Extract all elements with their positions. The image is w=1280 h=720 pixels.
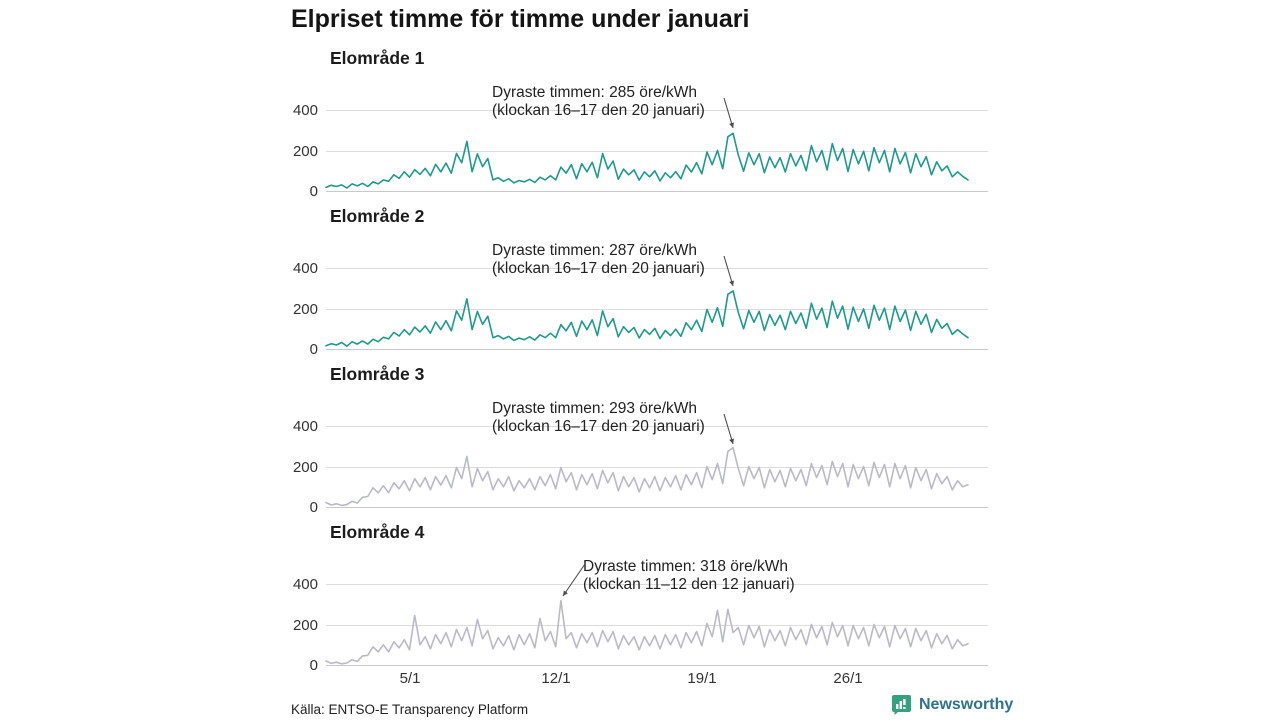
line-chart-elomrade-1 bbox=[325, 132, 969, 189]
annotation-line1: Dyraste timmen: 287 öre/kWh bbox=[492, 242, 698, 259]
x-tick-label: 12/1 bbox=[541, 670, 571, 687]
gridline-400 bbox=[326, 110, 988, 111]
annotation-arrow-icon bbox=[723, 413, 734, 445]
x-tick-label: 5/1 bbox=[399, 670, 421, 687]
gridline-0 bbox=[326, 349, 988, 350]
panel-title: Elområde 3 bbox=[330, 364, 425, 384]
y-tick-label: 400 bbox=[292, 102, 318, 119]
y-tick-label: 0 bbox=[309, 183, 318, 200]
gridline-200 bbox=[326, 625, 988, 626]
line-chart-elomrade-4 bbox=[325, 599, 969, 665]
panel-title: Elområde 4 bbox=[330, 522, 425, 542]
y-tick-label: 0 bbox=[309, 341, 318, 358]
gridline-400 bbox=[326, 426, 988, 427]
gridline-0 bbox=[326, 507, 988, 508]
peak-annotation: Dyraste timmen: 287 öre/kWh (klockan 16–… bbox=[492, 242, 705, 278]
peak-annotation: Dyraste timmen: 293 öre/kWh (klockan 16–… bbox=[492, 400, 705, 436]
annotation-line2: (klockan 16–17 den 20 januari) bbox=[492, 102, 705, 119]
annotation-line1: Dyraste timmen: 285 öre/kWh bbox=[492, 84, 698, 101]
panel-elomrade-4: Elområde 4 400 200 0 Dyraste timmen: 318… bbox=[0, 522, 1010, 684]
annotation-line1: Dyraste timmen: 293 öre/kWh bbox=[492, 400, 698, 417]
y-tick-label: 200 bbox=[292, 459, 318, 476]
annotation-line2: (klockan 16–17 den 20 januari) bbox=[492, 260, 705, 277]
y-tick-label: 400 bbox=[292, 418, 318, 435]
line-chart-elomrade-3 bbox=[325, 446, 969, 507]
newsworthy-branding: Newsworthy bbox=[891, 694, 1013, 715]
page-title: Elpriset timme för timme under januari bbox=[291, 5, 750, 33]
newsworthy-logo-icon bbox=[892, 695, 911, 715]
gridline-200 bbox=[326, 151, 988, 152]
annotation-arrow-icon bbox=[723, 255, 734, 287]
peak-annotation: Dyraste timmen: 285 öre/kWh (klockan 16–… bbox=[492, 84, 705, 120]
panel-elomrade-3: Elområde 3 400 200 0 Dyraste timmen: 293… bbox=[0, 364, 1010, 526]
annotation-line1: Dyraste timmen: 318 öre/kWh bbox=[583, 558, 789, 575]
panel-title: Elområde 1 bbox=[330, 48, 425, 68]
x-tick-label: 19/1 bbox=[687, 670, 717, 687]
gridline-200 bbox=[326, 467, 988, 468]
newsworthy-wordmark: Newsworthy bbox=[919, 695, 1014, 713]
x-axis: 5/1 12/1 19/1 26/1 bbox=[0, 670, 1010, 690]
y-tick-label: 200 bbox=[292, 143, 318, 160]
panel-elomrade-2: Elområde 2 400 200 0 Dyraste timmen: 287… bbox=[0, 206, 1010, 368]
annotation-line2: (klockan 11–12 den 12 januari) bbox=[583, 576, 795, 593]
gridline-0 bbox=[326, 665, 988, 666]
y-tick-label: 200 bbox=[292, 301, 318, 318]
y-tick-label: 200 bbox=[292, 617, 318, 634]
y-tick-label: 400 bbox=[292, 260, 318, 277]
peak-annotation: Dyraste timmen: 318 öre/kWh (klockan 11–… bbox=[583, 558, 795, 594]
gridline-400 bbox=[326, 268, 988, 269]
y-tick-label: 0 bbox=[309, 499, 318, 516]
source-note: Källa: ENTSO-E Transparency Platform bbox=[291, 702, 529, 717]
y-tick-label: 400 bbox=[292, 576, 318, 593]
gridline-200 bbox=[326, 309, 988, 310]
gridline-400 bbox=[326, 584, 988, 585]
panel-title: Elområde 2 bbox=[330, 206, 425, 226]
y-tick-label: 0 bbox=[309, 657, 318, 674]
line-chart-elomrade-2 bbox=[325, 290, 969, 347]
gridline-0 bbox=[326, 191, 988, 192]
annotation-arrow-icon bbox=[562, 563, 586, 597]
annotation-arrow-icon bbox=[723, 97, 734, 129]
annotation-line2: (klockan 16–17 den 20 januari) bbox=[492, 418, 705, 435]
x-tick-label: 26/1 bbox=[833, 670, 863, 687]
panel-elomrade-1: Elområde 1 400 200 0 Dyraste timmen: 285… bbox=[0, 48, 1010, 210]
